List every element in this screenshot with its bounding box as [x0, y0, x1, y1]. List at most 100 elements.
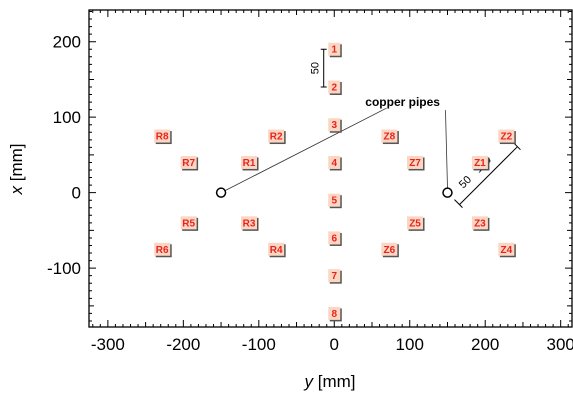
sensor-marker-label: Z7: [409, 158, 421, 169]
x-tick-label: 200: [471, 335, 499, 354]
sensor-marker: 5: [328, 193, 342, 209]
sensor-marker-box: [268, 242, 285, 256]
x-tick-label: -200: [166, 335, 200, 354]
sensor-marker-label: R2: [270, 132, 283, 143]
sensor-marker-box: [154, 242, 171, 256]
sensor-marker-label: R3: [243, 218, 256, 229]
sensor-marker-label: 8: [331, 309, 337, 320]
sensor-marker-box: [328, 118, 341, 132]
sensor-marker: Z2: [498, 129, 516, 145]
sensor-marker: Z6: [381, 242, 399, 258]
y-axis-label: x [mm]: [7, 144, 26, 196]
sensor-marker-label: 7: [331, 271, 337, 282]
axis-tick-labels: -300 -200 -100 0 100 200 300 200 100 0 -100: [47, 33, 573, 354]
sensor-marker: 7: [328, 269, 342, 284]
sensor-marker-label: 1: [331, 45, 337, 56]
sensor-marker: Z8: [381, 129, 399, 145]
sensor-marker: 6: [328, 231, 342, 246]
sensor-marker: R6: [154, 242, 172, 258]
sensor-marker-box: [381, 242, 398, 256]
sensor-marker-box: [328, 269, 341, 283]
spacing-dimension-label: 50: [310, 62, 322, 74]
sensor-marker: 8: [328, 306, 342, 322]
sensor-marker-box: [407, 155, 424, 169]
sensor-marker-box: [268, 129, 285, 143]
x-axis-label: y [mm]: [304, 372, 356, 391]
sensor-marker-label: R1: [243, 158, 256, 169]
sensor-marker: Z4: [498, 242, 516, 258]
copper-pipes: [215, 187, 453, 198]
y-tick-label: 0: [72, 184, 81, 203]
sensor-marker-box: [328, 80, 341, 94]
sensor-marker-label: R5: [182, 218, 195, 229]
sensor-marker-box: [407, 216, 424, 230]
spacing-dimension-line: [320, 48, 327, 88]
sensor-marker: R5: [180, 216, 199, 231]
sensor-marker: 2: [328, 80, 342, 95]
pipe-leader-left: [224, 107, 387, 192]
sensor-marker-label: Z5: [409, 218, 421, 229]
sensor-marker-box: [328, 193, 341, 207]
copper-pipes-label: copper pipes: [365, 95, 440, 109]
sensor-marker: R1: [240, 155, 259, 171]
sensor-marker-box: [498, 129, 515, 143]
sensor-marker: Z1: [471, 155, 490, 171]
y-tick-label: 200: [53, 33, 81, 52]
sensor-marker-label: 6: [331, 233, 337, 244]
sensor-marker-box: [240, 216, 257, 230]
sensor-marker-box: [471, 155, 488, 169]
sensor-marker: 3: [328, 118, 342, 133]
sensor-marker: 1: [328, 42, 342, 58]
sensor-marker-box: [328, 155, 341, 169]
x-tick-label: -100: [242, 335, 276, 354]
sensor-marker-box: [328, 231, 341, 245]
sensor-marker-box: [498, 242, 515, 256]
y-tick-label: 100: [53, 108, 81, 127]
sensor-marker: R3: [240, 216, 259, 231]
sensor-marker-box: [180, 155, 197, 169]
diagonal-dimension-inner-label: 50: [457, 174, 474, 191]
sensor-marker-label: R8: [156, 132, 169, 143]
sensor-marker-label: Z1: [474, 158, 486, 169]
sensor-marker-label: Z4: [501, 245, 513, 256]
diagonal-dimension-line: [454, 143, 521, 209]
sensor-marker: R2: [268, 129, 286, 145]
sensor-marker-label: Z2: [501, 132, 513, 143]
sensor-marker-label: Z6: [384, 245, 396, 256]
sensor-marker-label: Z8: [384, 132, 396, 143]
sensor-marker: Z5: [407, 216, 425, 231]
sensor-markers: 1 2 3 4 5 6 7 8 R1 R2 R3 R4 R5 R6 R7 R8 Z1 Z2 Z3 Z4 Z5 Z6 Z7 Z8: [154, 42, 516, 322]
sensor-marker-label: Z3: [474, 218, 486, 229]
sensor-marker-label: 4: [331, 158, 337, 169]
x-tick-label: -300: [91, 335, 125, 354]
copper-pipe-marker: [442, 187, 453, 198]
x-tick-label: 0: [330, 335, 339, 354]
sensor-marker-label: 5: [331, 196, 337, 207]
sensor-marker: Z3: [471, 216, 490, 231]
x-tick-label: 300: [546, 335, 573, 354]
sensor-marker-box: [328, 42, 341, 56]
sensor-marker-box: [240, 155, 257, 169]
pipe-leader-right: [445, 110, 448, 188]
plot-frame: [88, 9, 573, 328]
sensor-marker-label: R7: [182, 158, 195, 169]
sensor-marker-label: R4: [270, 245, 283, 256]
sensor-marker-box: [154, 129, 171, 143]
sensor-marker-box: [471, 216, 488, 230]
axis-ticks: [89, 10, 572, 327]
sensor-marker: R7: [180, 155, 199, 171]
sensor-marker-label: 3: [331, 120, 337, 131]
sensor-marker: R8: [154, 129, 172, 145]
x-tick-label: 100: [396, 335, 424, 354]
sensor-marker: 4: [328, 155, 342, 171]
sensor-marker-box: [180, 216, 197, 230]
y-tick-label: -100: [47, 259, 81, 278]
sensor-marker-box: [381, 129, 398, 143]
copper-pipe-marker: [215, 187, 227, 198]
annotation-lines: [224, 48, 521, 209]
tick-marks: [89, 10, 572, 327]
sensor-marker-label: R6: [156, 245, 169, 256]
sensor-marker-label: 2: [331, 82, 337, 93]
sensor-marker-box: [328, 306, 341, 320]
